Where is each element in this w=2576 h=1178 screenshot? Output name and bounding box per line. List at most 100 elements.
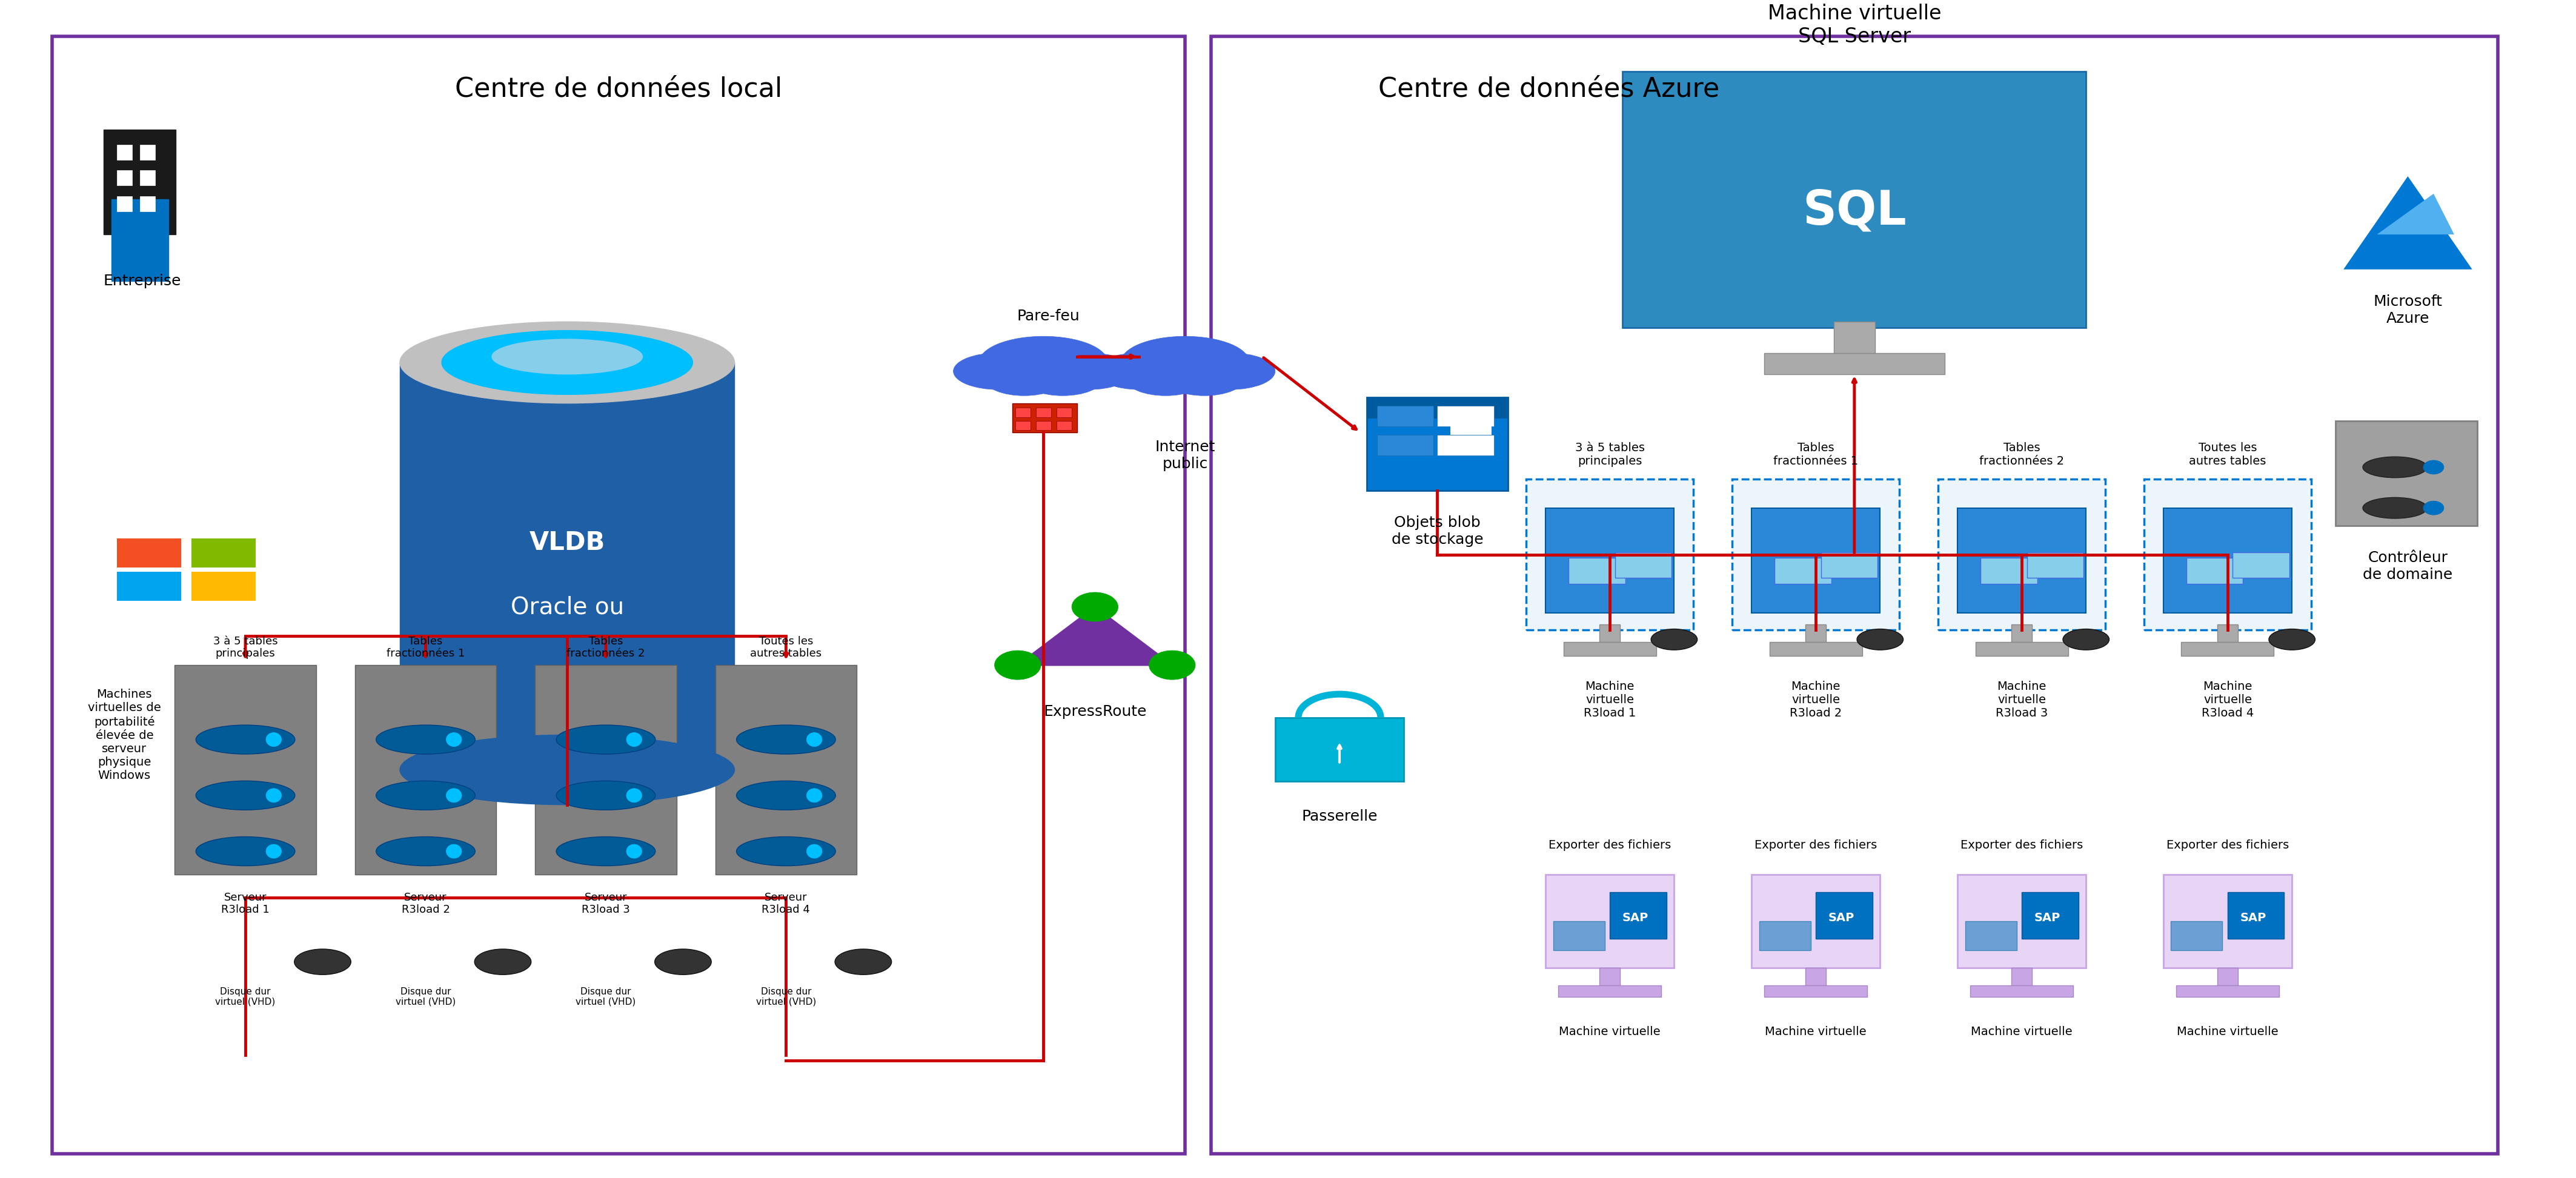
Bar: [1012, 403, 1077, 432]
Bar: [2022, 892, 2079, 939]
Bar: [116, 145, 131, 160]
Bar: [1558, 985, 1662, 997]
Text: Disque dur
virtuel (VHD): Disque dur virtuel (VHD): [397, 987, 456, 1006]
Ellipse shape: [376, 781, 474, 810]
Ellipse shape: [196, 724, 296, 754]
Ellipse shape: [1167, 364, 1244, 396]
Bar: [2012, 967, 2032, 985]
Text: Objets blob
de stockage: Objets blob de stockage: [1391, 516, 1484, 547]
Ellipse shape: [626, 788, 641, 802]
Bar: [1450, 416, 1492, 435]
Bar: [1036, 408, 1051, 417]
Ellipse shape: [1025, 364, 1103, 396]
Text: 3 à 5 tables
principales: 3 à 5 tables principales: [214, 636, 278, 660]
Bar: [1752, 508, 1880, 613]
Bar: [2027, 552, 2084, 577]
Bar: [1546, 508, 1674, 613]
Bar: [139, 196, 155, 211]
Text: Disque dur
virtuel (VHD): Disque dur virtuel (VHD): [216, 987, 276, 1006]
Bar: [1775, 558, 1832, 583]
Text: Pare-feu: Pare-feu: [1018, 309, 1079, 323]
Bar: [2233, 552, 2290, 577]
Bar: [1937, 479, 2105, 630]
Bar: [1816, 892, 1873, 939]
Bar: [1765, 985, 1868, 997]
Ellipse shape: [806, 845, 822, 859]
Ellipse shape: [835, 949, 891, 974]
Text: Disque dur
virtuel (VHD): Disque dur virtuel (VHD): [755, 987, 817, 1006]
Text: SAP: SAP: [2241, 912, 2267, 924]
Ellipse shape: [399, 322, 734, 403]
Ellipse shape: [626, 733, 641, 747]
Text: Serveur
R3load 3: Serveur R3load 3: [582, 892, 631, 915]
Text: Exporter des fichiers: Exporter des fichiers: [2166, 840, 2290, 852]
Bar: [1752, 874, 1880, 967]
Ellipse shape: [1857, 629, 1904, 650]
Bar: [1965, 921, 2017, 951]
Bar: [1976, 642, 2069, 656]
Bar: [1564, 642, 1656, 656]
Bar: [1958, 874, 2087, 967]
Ellipse shape: [446, 788, 461, 802]
Ellipse shape: [440, 331, 693, 395]
Bar: [2218, 624, 2239, 642]
Bar: [1600, 967, 1620, 985]
Bar: [191, 538, 255, 568]
Text: Disque dur
virtuel (VHD): Disque dur virtuel (VHD): [577, 987, 636, 1006]
Bar: [1615, 552, 1672, 577]
Bar: [2228, 892, 2285, 939]
Text: 3 à 5 tables
principales: 3 à 5 tables principales: [1574, 443, 1643, 468]
Bar: [2218, 967, 2239, 985]
Ellipse shape: [265, 788, 281, 802]
Bar: [1958, 508, 2087, 613]
Bar: [1365, 397, 1507, 490]
Ellipse shape: [2362, 497, 2427, 518]
Bar: [1569, 558, 1625, 583]
Text: Centre de données local: Centre de données local: [456, 75, 783, 102]
Text: Passerelle: Passerelle: [1301, 809, 1378, 823]
Bar: [1056, 421, 1072, 430]
Bar: [1546, 874, 1674, 967]
Text: Exporter des fichiers: Exporter des fichiers: [1960, 840, 2084, 852]
Ellipse shape: [196, 836, 296, 866]
Text: Machine virtuelle
SQL Server: Machine virtuelle SQL Server: [1767, 4, 1942, 47]
Text: Toutes les
autres tables: Toutes les autres tables: [750, 636, 822, 660]
Text: Serveur
R3load 1: Serveur R3load 1: [222, 892, 270, 915]
Bar: [2336, 421, 2478, 525]
Bar: [175, 666, 317, 874]
Ellipse shape: [2269, 629, 2316, 650]
Text: Serveur
R3load 2: Serveur R3load 2: [402, 892, 451, 915]
Bar: [111, 199, 167, 282]
Ellipse shape: [737, 781, 835, 810]
Ellipse shape: [979, 336, 1108, 389]
Bar: [1821, 552, 1878, 577]
Ellipse shape: [376, 836, 474, 866]
Ellipse shape: [806, 733, 822, 747]
Ellipse shape: [626, 845, 641, 859]
Text: SAP: SAP: [1623, 912, 1649, 924]
Ellipse shape: [1072, 593, 1118, 622]
Bar: [1525, 479, 1692, 630]
Bar: [191, 573, 255, 601]
Ellipse shape: [556, 724, 654, 754]
Ellipse shape: [376, 724, 474, 754]
Text: Machine virtuelle: Machine virtuelle: [2177, 1026, 2277, 1038]
Text: VLDB: VLDB: [528, 530, 605, 556]
Ellipse shape: [994, 650, 1041, 680]
Ellipse shape: [265, 733, 281, 747]
Text: Machines
virtuelles de
portabilité
élevée de
serveur
physique
Windows: Machines virtuelles de portabilité élevé…: [88, 689, 160, 781]
Bar: [1806, 967, 1826, 985]
Text: Exporter des fichiers: Exporter des fichiers: [1754, 840, 1878, 852]
Bar: [52, 37, 1185, 1154]
Ellipse shape: [196, 781, 296, 810]
Text: Microsoft
Azure: Microsoft Azure: [2372, 294, 2442, 326]
Bar: [1610, 892, 1667, 939]
Text: Entreprise: Entreprise: [103, 273, 180, 289]
Bar: [1376, 405, 1432, 426]
Polygon shape: [399, 363, 734, 769]
Text: Tables
fractionnées 1: Tables fractionnées 1: [386, 636, 464, 660]
Bar: [1731, 479, 1899, 630]
Ellipse shape: [1128, 364, 1206, 396]
Text: Tables
fractionnées 1: Tables fractionnées 1: [1772, 443, 1857, 468]
Bar: [1623, 72, 2087, 327]
